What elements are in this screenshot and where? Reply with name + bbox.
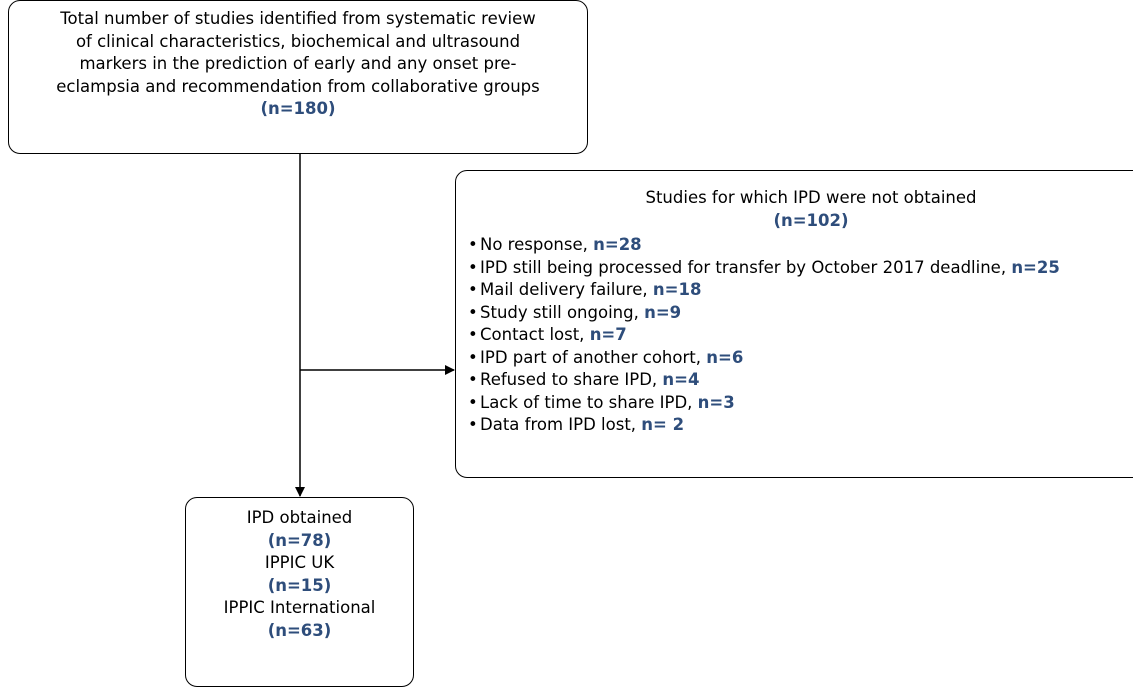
page: {"nodes": [ {"lines": ["Total number of … [0,0,1133,668]
bullet-item: Study still ongoing, n=9 [468,302,1133,325]
box-text: Total number of studies identified from … [60,9,536,28]
box-text: eclampsia and recommendation from collab… [56,76,540,96]
source-box: Total number of studies identified from … [8,0,588,154]
item-count: n=28 [593,235,642,254]
box-count: (n=102) [773,210,849,230]
bullet-item: Contact lost, n=7 [468,324,1133,347]
group-count: (n=15) [267,575,332,595]
item-count: n=25 [1011,257,1060,277]
bullet-item: No response, n=28 [468,234,1133,257]
included-box: IPD obtained (n=78) IPPIC UK (n=15) IPPIC In… [185,497,414,687]
group-count: (n=78) [267,530,332,550]
item-text: Refused to share IPD, [480,370,658,389]
item-text: Study still ongoing, [480,302,639,322]
bullet-item: IPD still being processed for transfer b… [468,257,1133,280]
item-text: IPD still being processed for transfer b… [480,257,1007,277]
item-count: n=3 [697,392,735,412]
item-text: No response, [480,235,588,254]
bullet-item: Data from IPD lost, n= 2 [468,414,1133,437]
excluded-box: Studies for which IPD were not obtained (… [455,170,1133,478]
item-text: Contact lost, [480,325,585,344]
group-count: (n=63) [267,620,332,640]
bullet-item: IPD part of another cohort, n=6 [468,347,1133,370]
box-text: Studies for which IPD were not obtained [645,188,977,207]
group-label: IPPIC UK [264,553,335,572]
bullet-item: Mail delivery failure, n=18 [468,279,1133,302]
item-count: n=6 [706,347,744,367]
item-count: n=4 [662,370,700,389]
box-text: markers in the prediction of early and a… [79,54,517,73]
item-count: n=7 [589,325,627,344]
box-text: of clinical characteristics, biochemical… [75,31,521,51]
item-count: n= 2 [641,415,685,434]
bullet-item: Lack of time to share IPD, n=3 [468,392,1133,415]
item-count: n=18 [652,280,702,299]
item-text: Data from IPD lost, [480,415,637,434]
bullet-item: Refused to share IPD, n=4 [468,369,1133,392]
bullet-list: No response, n=28IPD still being process… [468,234,1133,437]
item-text: Mail delivery failure, [480,280,648,299]
item-count: n=9 [644,302,682,322]
box-count: (n=180) [260,99,336,118]
group-label: IPPIC International [223,598,376,617]
item-text: IPD part of another cohort, [480,347,701,367]
item-text: Lack of time to share IPD, [480,392,693,412]
group-label: IPD obtained [246,508,353,527]
connectors [295,153,455,497]
